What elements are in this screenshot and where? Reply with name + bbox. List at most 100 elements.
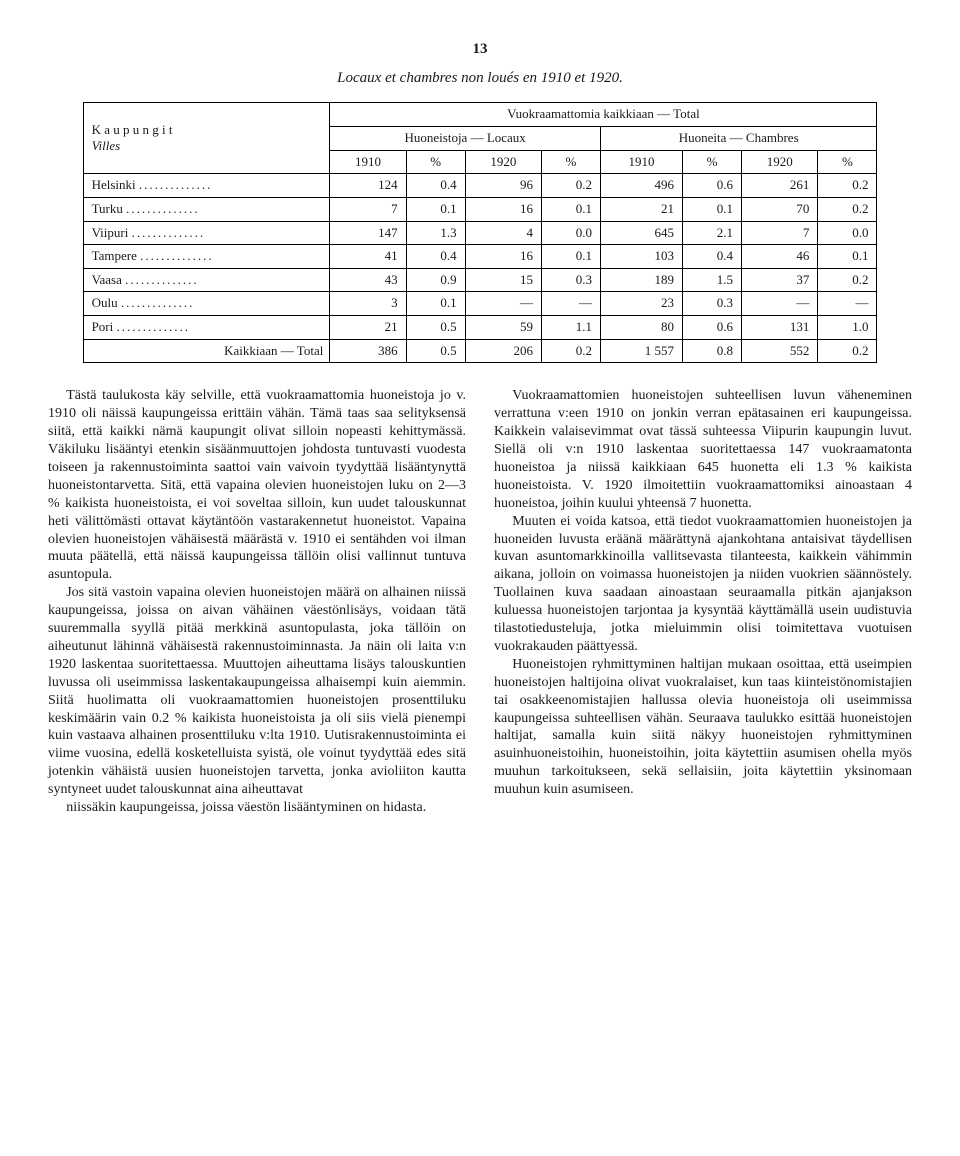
para-6: Huoneistojen ryhmittyminen haltijan muka… [494, 656, 912, 799]
table-row: Tampere ..............410.4160.11030.446… [83, 245, 877, 269]
cell: 0.1 [683, 197, 742, 221]
cell: 0.1 [406, 197, 465, 221]
th-pct-d: % [818, 150, 877, 174]
th-city-label: K a u p u n g i t [92, 122, 322, 139]
cell: 103 [600, 245, 682, 269]
cell: 0.5 [406, 316, 465, 340]
cell: 0.4 [406, 245, 465, 269]
th-1920-b: 1920 [742, 150, 818, 174]
total-cell: 206 [465, 339, 541, 363]
row-city: Pori .............. [83, 316, 330, 340]
table-row: Turku ..............70.1160.1210.1700.2 [83, 197, 877, 221]
th-1910-a: 1910 [330, 150, 406, 174]
cell: 0.4 [406, 174, 465, 198]
cell: 0.2 [818, 268, 877, 292]
cell: — [541, 292, 600, 316]
cell: 43 [330, 268, 406, 292]
cell: 0.2 [818, 197, 877, 221]
th-1910-b: 1910 [600, 150, 682, 174]
cell: 21 [600, 197, 682, 221]
cell: 0.6 [683, 316, 742, 340]
row-city: Helsinki .............. [83, 174, 330, 198]
cell: 0.0 [818, 221, 877, 245]
th-pct-b: % [541, 150, 600, 174]
cell: 645 [600, 221, 682, 245]
cell: 0.1 [541, 245, 600, 269]
total-cell: 0.8 [683, 339, 742, 363]
cell: 0.2 [818, 174, 877, 198]
cell: 0.9 [406, 268, 465, 292]
para-3: niissäkin kaupungeissa, joissa väestön l… [48, 799, 466, 817]
cell: 261 [742, 174, 818, 198]
th-pct-c: % [683, 150, 742, 174]
cell: — [818, 292, 877, 316]
cell: 147 [330, 221, 406, 245]
table-total-row: Kaikkiaan — Total3860.52060.21 5570.8552… [83, 339, 877, 363]
cell: 3 [330, 292, 406, 316]
page-number: 13 [48, 40, 912, 59]
cell: 131 [742, 316, 818, 340]
cell: 41 [330, 245, 406, 269]
data-table: K a u p u n g i t Villes Vuokraamattomia… [83, 102, 878, 363]
row-city: Vaasa .............. [83, 268, 330, 292]
total-cell: 386 [330, 339, 406, 363]
cell: 7 [742, 221, 818, 245]
cell: 496 [600, 174, 682, 198]
cell: 0.1 [541, 197, 600, 221]
cell: 37 [742, 268, 818, 292]
cell: 1.1 [541, 316, 600, 340]
cell: 15 [465, 268, 541, 292]
cell: 21 [330, 316, 406, 340]
th-grand: Vuokraamattomia kaikkiaan — Total [330, 103, 877, 127]
cell: 16 [465, 197, 541, 221]
total-cell: 1 557 [600, 339, 682, 363]
table-title: Locaux et chambres non loués en 1910 et … [48, 69, 912, 88]
th-1920-a: 1920 [465, 150, 541, 174]
para-2: Jos sitä vastoin vapaina olevien huoneis… [48, 584, 466, 799]
row-city: Tampere .............. [83, 245, 330, 269]
total-cell: 552 [742, 339, 818, 363]
cell: 0.1 [818, 245, 877, 269]
cell: 59 [465, 316, 541, 340]
para-4: Vuokraamattomien huoneistojen suhteellis… [494, 387, 912, 512]
para-1: Tästä taulukosta käy selville, että vuok… [48, 387, 466, 584]
total-label: Kaikkiaan — Total [83, 339, 330, 363]
cell: 0.0 [541, 221, 600, 245]
th-city-sub: Villes [92, 138, 322, 155]
cell: 0.1 [406, 292, 465, 316]
table-row: Viipuri ..............1471.340.06452.170… [83, 221, 877, 245]
table-row: Vaasa ..............430.9150.31891.5370.… [83, 268, 877, 292]
para-5: Muuten ei voida katsoa, että tiedot vuok… [494, 513, 912, 656]
cell: 16 [465, 245, 541, 269]
cell: 0.3 [541, 268, 600, 292]
cell: 0.4 [683, 245, 742, 269]
row-city: Viipuri .............. [83, 221, 330, 245]
cell: 1.5 [683, 268, 742, 292]
body-text: Tästä taulukosta käy selville, että vuok… [48, 387, 912, 817]
cell: 4 [465, 221, 541, 245]
cell: 1.3 [406, 221, 465, 245]
total-cell: 0.2 [541, 339, 600, 363]
cell: — [742, 292, 818, 316]
cell: — [465, 292, 541, 316]
cell: 23 [600, 292, 682, 316]
total-cell: 0.2 [818, 339, 877, 363]
cell: 1.0 [818, 316, 877, 340]
total-cell: 0.5 [406, 339, 465, 363]
cell: 0.6 [683, 174, 742, 198]
table-row: Pori ..............210.5591.1800.61311.0 [83, 316, 877, 340]
th-city: K a u p u n g i t Villes [83, 103, 330, 174]
cell: 0.2 [541, 174, 600, 198]
cell: 7 [330, 197, 406, 221]
th-pct-a: % [406, 150, 465, 174]
table-row: Oulu ..............30.1——230.3—— [83, 292, 877, 316]
row-city: Oulu .............. [83, 292, 330, 316]
cell: 80 [600, 316, 682, 340]
row-city: Turku .............. [83, 197, 330, 221]
cell: 124 [330, 174, 406, 198]
th-locaux: Huoneistoja — Locaux [330, 127, 601, 151]
cell: 46 [742, 245, 818, 269]
cell: 189 [600, 268, 682, 292]
cell: 96 [465, 174, 541, 198]
table-row: Helsinki ..............1240.4960.24960.6… [83, 174, 877, 198]
